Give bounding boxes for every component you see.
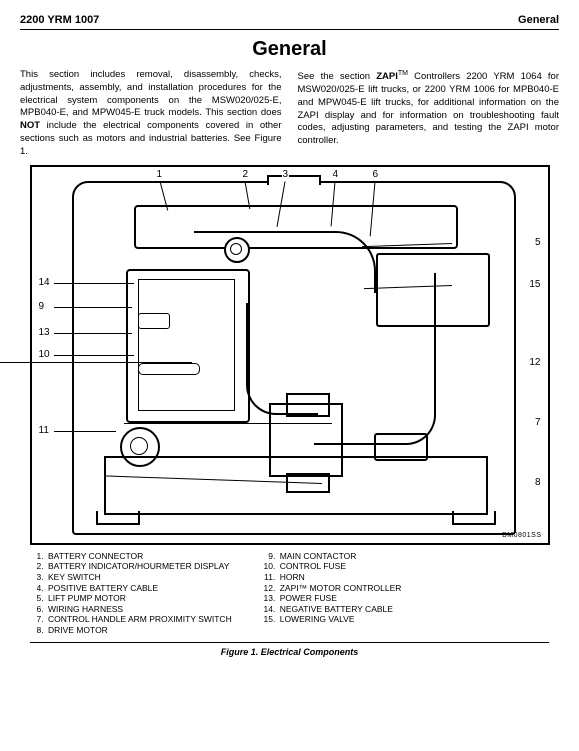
callout-6: 6	[372, 169, 380, 180]
callout-15: 15	[528, 279, 541, 290]
legend-item: MAIN CONTACTOR	[278, 551, 402, 562]
horn-icon	[120, 427, 160, 467]
intro-left-2: include the electrical components covere…	[20, 120, 282, 157]
legend-item: ZAPI™ MOTOR CONTROLLER	[278, 583, 402, 594]
callout-4: 4	[332, 169, 340, 180]
callout-13: 13	[38, 327, 51, 338]
page-header: 2200 YRM 1007 General	[20, 14, 559, 30]
legend-right: MAIN CONTACTOR CONTROL FUSE HORN ZAPI™ M…	[262, 551, 402, 636]
control-fuse-icon	[138, 313, 170, 329]
callout-9: 9	[38, 301, 46, 312]
intro-right: See the section ZAPITM Controllers 2200 …	[298, 69, 560, 159]
callout-5: 5	[534, 237, 542, 248]
callout-10: 10	[38, 349, 51, 360]
figure-frame: 1 2 3 4 6 5 15 12 7 8 14 9 13 10 11 BM08…	[30, 165, 550, 545]
intro-not: NOT	[20, 120, 40, 131]
intro-left-1: This section includes removal, disassemb…	[20, 69, 282, 118]
legend-item: BATTERY CONNECTOR	[46, 551, 232, 562]
intro-left: This section includes removal, disassemb…	[20, 69, 282, 159]
figure-id: BM0801SS	[502, 532, 541, 539]
legend-item: HORN	[278, 572, 402, 583]
callout-3: 3	[282, 169, 290, 180]
legend-item: LIFT PUMP MOTOR	[46, 593, 232, 604]
header-right: General	[518, 14, 559, 26]
legend-item: NEGATIVE BATTERY CABLE	[278, 604, 402, 615]
callout-8: 8	[534, 477, 542, 488]
legend-item: WIRING HARNESS	[46, 604, 232, 615]
callout-1: 1	[156, 169, 164, 180]
legend-left: BATTERY CONNECTOR BATTERY INDICATOR/HOUR…	[30, 551, 232, 636]
power-fuse-icon	[138, 363, 200, 375]
intro-right-1: See the section	[298, 71, 377, 82]
legend-item: KEY SWITCH	[46, 572, 232, 583]
legend: BATTERY CONNECTOR BATTERY INDICATOR/HOUR…	[30, 551, 549, 643]
callout-12: 12	[528, 357, 541, 368]
figure-caption: Figure 1. Electrical Components	[20, 647, 559, 657]
legend-item: POSITIVE BATTERY CABLE	[46, 583, 232, 594]
callout-11: 11	[38, 425, 50, 436]
legend-item: CONTROL HANDLE ARM PROXIMITY SWITCH	[46, 614, 232, 625]
page-title: General	[20, 38, 559, 61]
cable-arc-2	[246, 303, 318, 415]
legend-item: BATTERY INDICATOR/HOURMETER DISPLAY	[46, 561, 232, 572]
intro-zapi: ZAPI	[376, 71, 398, 82]
callout-7: 7	[534, 417, 542, 428]
intro-tm: TM	[398, 70, 408, 77]
legend-item: CONTROL FUSE	[278, 561, 402, 572]
intro-right-2: Controllers 2200 YRM 1064 for MSW020/025…	[298, 71, 560, 146]
header-left: 2200 YRM 1007	[20, 14, 99, 26]
intro-columns: This section includes removal, disassemb…	[20, 69, 559, 159]
legend-item: POWER FUSE	[278, 593, 402, 604]
legend-item: LOWERING VALVE	[278, 614, 402, 625]
callout-14: 14	[38, 277, 51, 288]
callout-2: 2	[242, 169, 250, 180]
page: 2200 YRM 1007 General General This secti…	[0, 0, 579, 751]
chassis-tab	[267, 175, 321, 185]
legend-item: DRIVE MOTOR	[46, 625, 232, 636]
cable-arc-3	[314, 273, 436, 445]
